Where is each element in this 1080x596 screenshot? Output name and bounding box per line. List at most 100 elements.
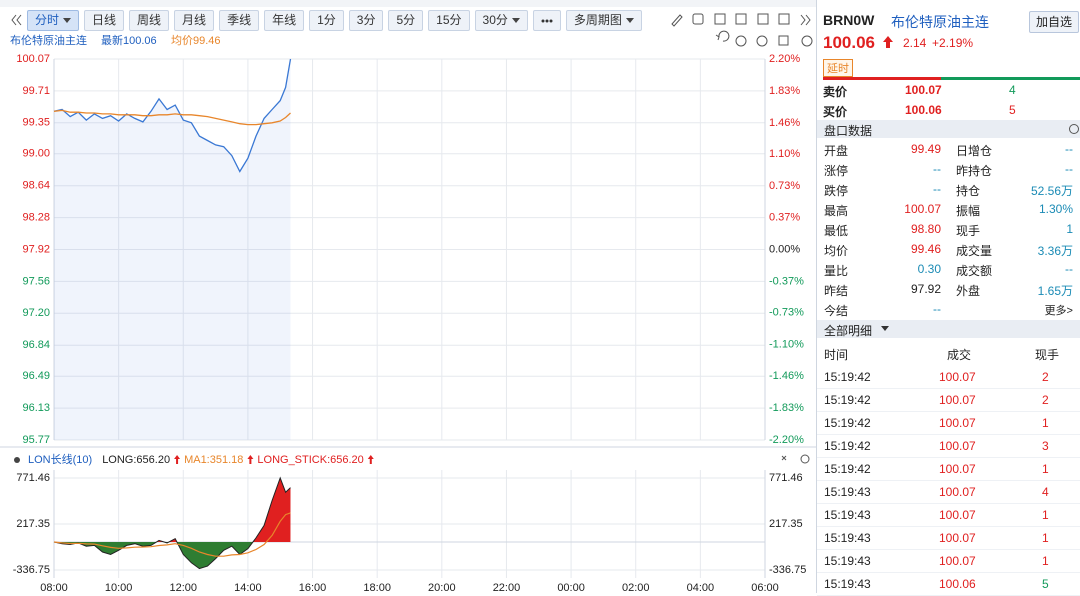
y2-tick-label: 0.73%	[769, 180, 800, 192]
stat-value: --	[1065, 262, 1073, 276]
toolbar: 分时 日线 周线 月线 季线 年线 1分 3分 5分 15分 30分 多周期图	[27, 10, 642, 31]
y2-tick-label: -2.20%	[769, 434, 804, 446]
stat-value: 99.46	[910, 242, 941, 256]
tab-button[interactable]: 30分	[474, 10, 528, 31]
tab-button[interactable]: 月线	[174, 10, 215, 31]
y-tick-label: 96.13	[22, 402, 50, 414]
y-tick-label: 97.56	[22, 275, 50, 287]
price-area	[54, 59, 291, 440]
add-button[interactable]: 加自选	[1029, 11, 1079, 33]
x-tick-label: 22:00	[493, 582, 521, 593]
y2-tick-label: -1.46%	[769, 370, 804, 382]
x-tick-label: 04:00	[687, 582, 715, 593]
y-tick-label: 96.84	[22, 339, 50, 351]
bid-price: 100.06	[905, 103, 942, 117]
trade-time: 15:19:43	[824, 485, 871, 499]
x-tick-label: 10:00	[105, 582, 133, 593]
y2-tick-label: 0.00%	[769, 243, 800, 255]
y2-tick-label: 1.10%	[769, 148, 800, 160]
trade-qty: 2	[1042, 370, 1049, 384]
trade-price: 100.07	[939, 554, 976, 568]
stat-label: 跌停	[824, 184, 849, 198]
x-tick-label: 14:00	[234, 582, 262, 593]
tab-button[interactable]: 年线	[264, 10, 305, 31]
stat-value: --	[933, 162, 941, 176]
stat-label: 最高	[824, 204, 849, 218]
trade-row	[817, 550, 1080, 573]
long-line	[53, 476, 291, 570]
expand-icon[interactable]	[800, 14, 811, 26]
tab-button[interactable]: 5分	[388, 10, 424, 31]
close-icon[interactable]	[781, 455, 787, 461]
tab-button[interactable]: 周线	[129, 10, 170, 31]
trade-row	[817, 435, 1080, 458]
up-arrow	[883, 36, 893, 48]
trade-row	[817, 412, 1080, 435]
tab-button[interactable]: 季线	[219, 10, 260, 31]
y2-tick-label: 1.83%	[769, 85, 800, 97]
y-tick-label: 100.07	[16, 53, 50, 65]
tab-button[interactable]: 分时	[27, 10, 80, 31]
collapse-icon[interactable]	[11, 14, 22, 26]
tab-button[interactable]: 3分	[348, 10, 384, 31]
toolbar-icons[interactable]	[671, 13, 813, 47]
settings-icon[interactable]	[800, 454, 810, 464]
trade-time: 15:19:42	[824, 416, 871, 430]
y-tick-label: 217.35	[16, 518, 50, 530]
y-tick-label: 96.49	[22, 370, 50, 382]
stat-value: 0.30	[917, 262, 941, 276]
more-button[interactable]	[532, 10, 561, 31]
trade-time: 15:19:42	[824, 462, 871, 476]
stat-label: 振幅	[956, 204, 981, 218]
legend-entry: MA1:351.18	[184, 454, 243, 466]
x-tick-label: 02:00	[622, 582, 650, 593]
stat-value: --	[933, 182, 941, 196]
stat-label: 量比	[824, 264, 849, 278]
tab-button[interactable]: 1分	[309, 10, 344, 31]
trades-col-header: 现手	[1035, 348, 1060, 362]
y-tick-label: 98.28	[22, 212, 50, 224]
y-tick-label-right: 771.46	[769, 472, 803, 484]
quote-change: 2.14	[903, 36, 927, 50]
trades-title[interactable]: 全部明细	[824, 324, 873, 338]
stat-label: 外盘	[956, 284, 981, 298]
ma-line	[53, 512, 291, 557]
stat-value: 1	[1066, 222, 1073, 236]
stat-label: 今结	[824, 304, 849, 318]
stat-label: 成交额	[956, 264, 993, 278]
quote-code: BRN0W	[823, 12, 875, 28]
trade-time: 15:19:43	[824, 531, 871, 545]
trade-time: 15:19:42	[824, 370, 871, 384]
trade-time: 15:19:42	[824, 393, 871, 407]
bid-label: 买价	[823, 105, 848, 119]
trade-qty: 1	[1042, 554, 1049, 568]
x-tick-label: 12:00	[170, 582, 198, 593]
stat-label: 持仓	[956, 184, 981, 198]
stat-value: 97.92	[910, 282, 941, 296]
y-tick-label: 771.46	[16, 472, 50, 484]
stats-gear[interactable]	[1068, 123, 1080, 135]
stat-label: 现手	[956, 224, 981, 238]
trade-price: 100.07	[939, 416, 976, 430]
quote-panel: BRN0W 布伦特原油主连 加自选 100.06 2.14 +2.19% 延时 …	[816, 0, 1080, 596]
tab-button[interactable]: 15分	[428, 10, 470, 31]
delay-badge: 延时	[823, 59, 853, 77]
dropdown-icon	[881, 326, 889, 331]
trade-row	[817, 527, 1080, 550]
tab-button[interactable]: 日线	[84, 10, 125, 31]
y2-tick-label: -1.83%	[769, 402, 804, 414]
y2-tick-label: 0.37%	[769, 211, 800, 223]
stat-label: 日增仓	[956, 144, 993, 158]
dots-icon	[541, 19, 553, 22]
ask-label: 卖价	[823, 85, 848, 99]
trade-price: 100.07	[939, 485, 976, 499]
tab-button[interactable]: 多周期图	[565, 10, 642, 31]
trade-row	[817, 481, 1080, 504]
trade-price: 100.07	[939, 531, 976, 545]
stat-value: 100.07	[904, 202, 941, 216]
legend-arrow	[367, 455, 374, 464]
stat-value: 3.36万	[1037, 244, 1073, 258]
legend-icon	[14, 457, 20, 463]
y-tick-label: 99.00	[22, 148, 50, 160]
more-link[interactable]: 更多>	[1044, 305, 1073, 317]
